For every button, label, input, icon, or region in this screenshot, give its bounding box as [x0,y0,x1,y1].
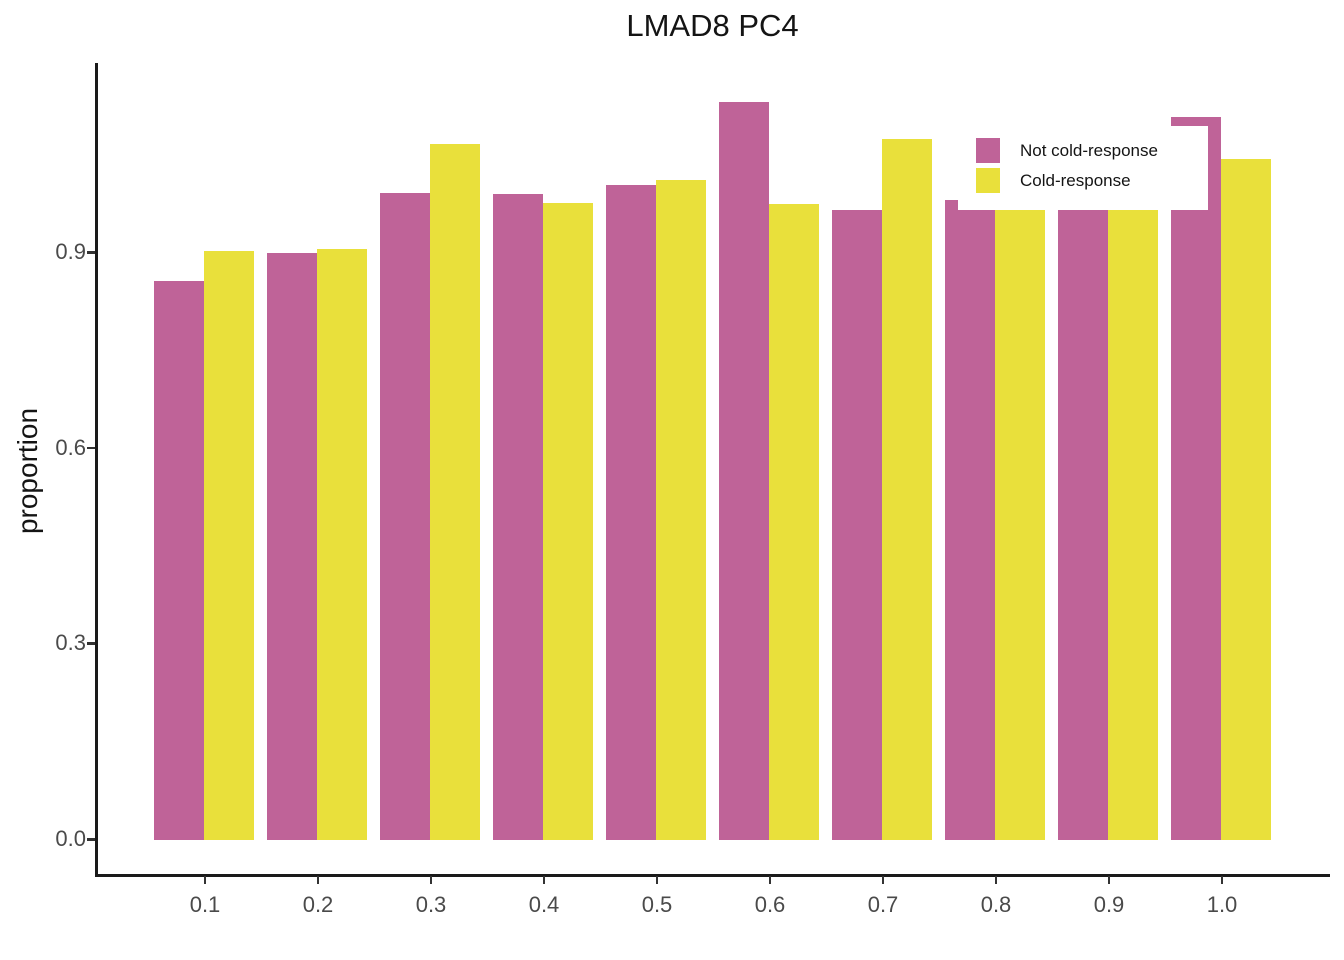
plot-title: LMAD8 PC4 [626,8,799,43]
bar-cold-response-0.7 [882,139,932,840]
bar-not-cold-response-0.8 [945,199,995,840]
x-axis-tick [542,875,546,884]
legend: Not cold-response Cold-response [958,126,1208,211]
x-axis-tick [994,875,998,884]
bar-cold-response-0.8 [995,210,1045,840]
x-tick-label: 0.4 [528,892,560,917]
x-tick-label: 1.0 [1206,892,1238,917]
bar-not-cold-response-0.4 [493,193,543,840]
y-tick-label: 0.3 [55,630,86,656]
x-axis-tick [768,875,772,884]
x-tick-label: 0.1 [189,892,221,917]
y-tick-label: 0.0 [55,826,86,851]
y-axis-tick [87,251,95,254]
bar-cold-response-0.9 [1108,210,1158,840]
y-axis-tick [87,838,95,841]
bar-not-cold-response-0.7 [832,210,882,840]
x-tick-label: 0.3 [415,892,447,917]
y-axis-tick [87,642,95,645]
bar-cold-response-0.4 [543,202,593,840]
bar-not-cold-response-0.1 [154,281,204,840]
x-tick-label: 0.8 [980,892,1012,917]
bar-not-cold-response-0.3 [380,192,430,840]
bar-not-cold-response-0.5 [606,185,656,840]
x-tick-label: 0.5 [641,892,673,917]
bar-not-cold-response-0.6 [719,101,769,840]
bar-cold-response-0.2 [317,249,367,840]
x-axis-line [95,874,1330,877]
y-tick-label: 0.6 [55,434,86,460]
x-tick-label: 0.2 [302,892,334,917]
bar-not-cold-response-0.9 [1058,210,1108,840]
legend-label-cold-response: Cold-response [1020,171,1131,190]
bar-cold-response-0.6 [769,203,819,840]
y-axis-line [95,63,98,877]
x-axis-tick [429,875,433,884]
x-axis-tick [1107,875,1111,884]
bar-cold-response-0.1 [204,250,254,840]
bar-not-cold-response-0.2 [267,252,317,840]
y-axis-tick [87,446,95,450]
x-tick-label: 0.9 [1093,892,1125,917]
legend-key-cold-response-swatch [976,168,1000,193]
legend-label-not-cold-response: Not cold-response [1020,141,1158,160]
bar-cold-response-0.5 [656,180,706,840]
bar-cold-response-1.0 [1221,159,1271,840]
x-axis-tick [203,875,207,884]
x-axis-tick [655,875,659,884]
legend-key-not-cold-response-swatch [976,138,1000,163]
x-axis-tick [316,875,320,884]
y-tick-label: 0.9 [55,239,86,265]
x-axis-tick [881,875,885,884]
bar-cold-response-0.3 [430,143,480,840]
x-axis-tick [1220,875,1224,884]
x-tick-label: 0.7 [867,892,899,917]
x-tick-label: 0.6 [754,892,786,917]
bar-not-cold-response-1.0 [1171,116,1221,840]
